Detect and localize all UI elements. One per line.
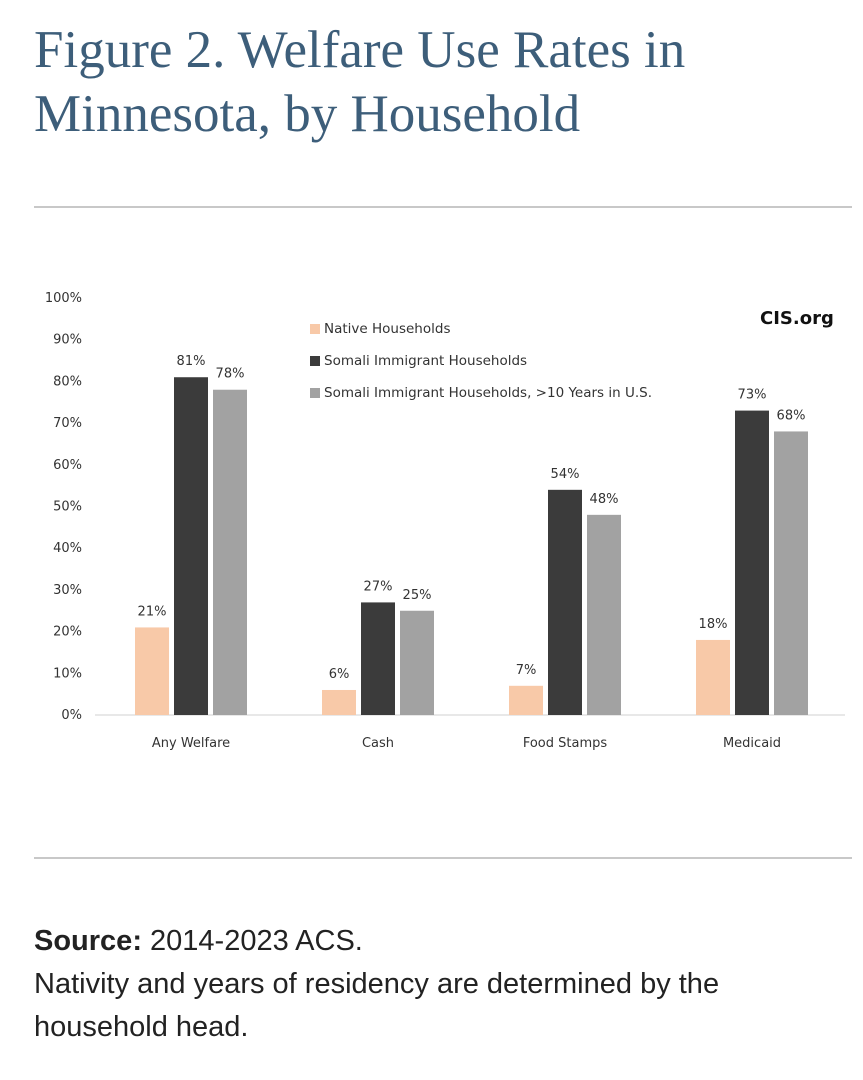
y-tick-label: 80% <box>53 374 82 389</box>
y-tick-label: 40% <box>53 541 82 556</box>
x-tick-label: Medicaid <box>723 736 781 751</box>
data-label: 21% <box>138 604 167 619</box>
watermark: CIS.org <box>760 308 834 329</box>
top-divider <box>34 206 852 208</box>
legend-label-native: Native Households <box>324 321 451 337</box>
data-label: 6% <box>329 667 350 682</box>
y-tick-label: 50% <box>53 500 82 515</box>
data-label: 54% <box>551 467 580 482</box>
y-tick-label: 100% <box>45 291 82 306</box>
bar <box>322 689 356 715</box>
chart-title: Figure 2. Welfare Use Rates in Minnesota… <box>34 21 686 143</box>
y-tick-label: 90% <box>53 333 82 348</box>
legend-swatch-native <box>310 324 320 334</box>
bar <box>400 610 434 715</box>
bottom-divider <box>34 857 852 859</box>
source-note: Nativity and years of residency are dete… <box>34 968 720 1043</box>
legend-item-somali: Somali Immigrant Households <box>310 345 652 377</box>
x-tick-label: Food Stamps <box>523 736 608 751</box>
bar-chart: 0% 10% 20% 30% 40% 50% 60% 70% 80% 90% 100% 21% 81% 7… <box>45 291 845 751</box>
bar <box>509 685 543 715</box>
data-label: 48% <box>590 492 619 507</box>
bar <box>213 389 247 715</box>
legend-item-somali-10yr: Somali Immigrant Households, >10 Years i… <box>310 377 652 409</box>
x-tick-label: Cash <box>362 736 394 751</box>
bar <box>735 410 769 715</box>
data-label: 81% <box>177 354 206 369</box>
source-block: Source: 2014-2023 ACS. Nativity and year… <box>34 920 844 1049</box>
y-tick-label: 20% <box>53 625 82 640</box>
bar <box>135 627 169 715</box>
bar <box>774 431 808 715</box>
data-label: 25% <box>403 588 432 603</box>
data-label: 18% <box>699 617 728 632</box>
bar <box>696 639 730 715</box>
data-label: 7% <box>516 663 537 678</box>
legend-swatch-somali <box>310 356 320 366</box>
bar <box>587 514 621 715</box>
data-label: 68% <box>777 408 806 423</box>
y-tick-label: 60% <box>53 458 82 473</box>
y-tick-label: 0% <box>61 708 82 723</box>
source-text: 2014-2023 ACS. <box>141 925 363 957</box>
legend-label-somali-10yr: Somali Immigrant Households, >10 Years i… <box>324 385 652 401</box>
chart-legend: Native Households Somali Immigrant House… <box>310 313 652 409</box>
legend-swatch-somali-10yr <box>310 388 320 398</box>
x-tick-label: Any Welfare <box>152 736 230 751</box>
data-label: 78% <box>216 367 245 382</box>
legend-item-native: Native Households <box>310 313 652 345</box>
source-label: Source: <box>34 925 142 957</box>
bar <box>174 377 208 715</box>
data-label: 73% <box>738 388 767 403</box>
bar <box>548 489 582 715</box>
bar <box>361 602 395 715</box>
y-tick-label: 70% <box>53 416 82 431</box>
y-tick-label: 10% <box>53 666 82 681</box>
legend-label-somali: Somali Immigrant Households <box>324 353 528 369</box>
y-tick-label: 30% <box>53 583 82 598</box>
data-label: 27% <box>364 579 393 594</box>
source-line: Source: 2014-2023 ACS. <box>34 920 844 963</box>
